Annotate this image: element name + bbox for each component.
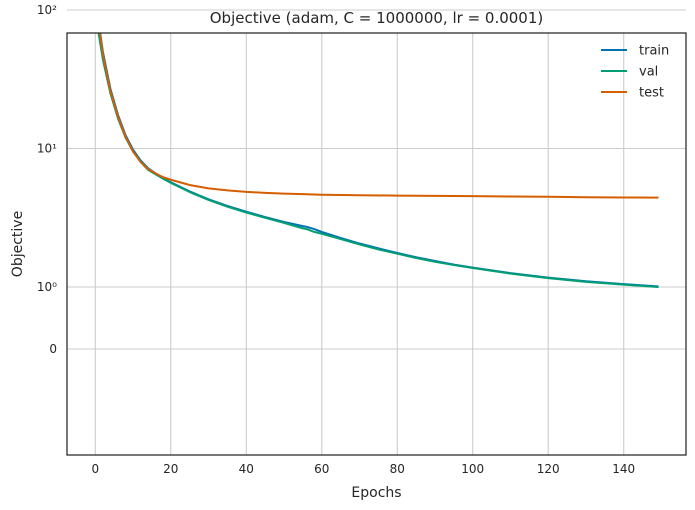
- y-tick-label: 10¹: [37, 142, 57, 156]
- y-tick-label: 10²: [37, 3, 57, 17]
- plot-frame: [66, 32, 687, 456]
- x-tick-label: 140: [612, 462, 635, 476]
- x-tick-label: 80: [390, 462, 405, 476]
- legend-label-train: train: [639, 44, 669, 59]
- legend-label-val: val: [639, 65, 658, 80]
- grid-lines: [67, 9, 686, 455]
- y-tick-label: 0: [49, 342, 57, 356]
- y-axis-label: Objective: [10, 211, 26, 277]
- x-tick-label: 40: [239, 462, 254, 476]
- x-tick-label: 0: [91, 462, 99, 476]
- chart-title: Objective (adam, C = 1000000, lr = 0.000…: [210, 9, 544, 27]
- x-tick-label: 120: [537, 462, 560, 476]
- x-axis-ticks: 0 20 40 60 80 100 120 140: [91, 462, 635, 476]
- y-axis-ticks: 0 10⁰ 10¹ 10²: [37, 3, 57, 356]
- y-tick-label: 10⁰: [37, 280, 57, 294]
- x-tick-label: 60: [314, 462, 329, 476]
- legend-label-test: test: [639, 86, 664, 101]
- series-line-test: [98, 33, 659, 199]
- x-tick-label: 20: [163, 462, 178, 476]
- series-lines: [97, 33, 659, 288]
- series-line-train: [99, 33, 659, 288]
- legend: train val test: [601, 44, 669, 101]
- x-axis-label: Epochs: [351, 485, 401, 501]
- x-tick-label: 100: [461, 462, 484, 476]
- series-line-val: [97, 33, 659, 288]
